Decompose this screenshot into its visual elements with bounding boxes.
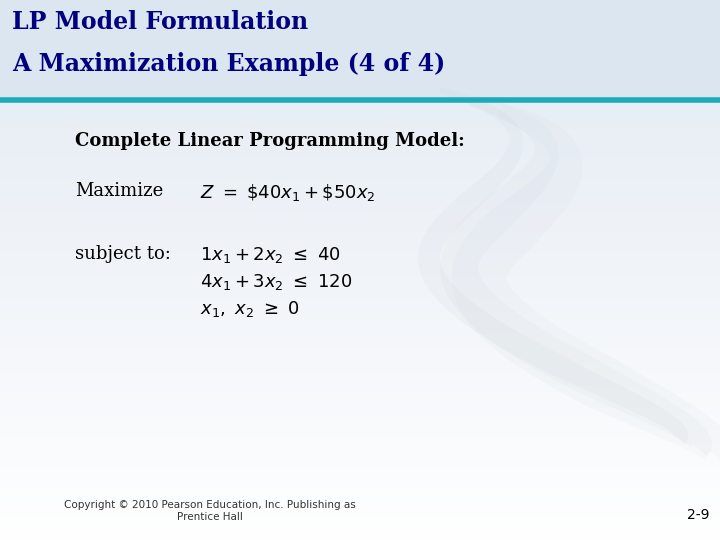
Bar — [0, 363, 720, 372]
Bar — [0, 173, 720, 181]
Text: $Z\ =\ \$40x_1 + \$50x_2$: $Z\ =\ \$40x_1 + \$50x_2$ — [200, 182, 376, 203]
Bar — [0, 99, 720, 107]
Bar — [0, 510, 720, 518]
Bar — [0, 268, 720, 276]
Bar — [0, 202, 720, 210]
Bar — [0, 408, 720, 415]
Bar — [0, 165, 720, 173]
Bar — [0, 496, 720, 503]
Bar — [0, 503, 720, 511]
Bar — [0, 158, 720, 166]
Bar — [0, 298, 720, 305]
Text: $1x_1 + 2x_2\ \leq\ 40$: $1x_1 + 2x_2\ \leq\ 40$ — [200, 245, 341, 265]
Polygon shape — [451, 102, 720, 470]
Bar — [0, 320, 720, 327]
Bar — [0, 341, 720, 349]
Bar — [0, 0, 720, 100]
Bar — [0, 114, 720, 122]
Bar — [0, 239, 720, 247]
Bar — [0, 474, 720, 481]
Bar — [0, 349, 720, 356]
Text: $x_1,\ x_2\ \geq\ 0$: $x_1,\ x_2\ \geq\ 0$ — [200, 299, 300, 319]
Bar — [0, 290, 720, 298]
Bar — [0, 459, 720, 467]
Bar — [0, 210, 720, 217]
Text: Maximize: Maximize — [75, 182, 163, 200]
Text: Complete Linear Programming Model:: Complete Linear Programming Model: — [75, 132, 464, 150]
Bar — [0, 312, 720, 320]
Bar — [0, 466, 720, 474]
Bar — [0, 283, 720, 291]
Bar — [0, 144, 720, 151]
Bar — [0, 261, 720, 269]
Bar — [0, 253, 720, 261]
Bar — [0, 195, 720, 202]
Bar — [0, 429, 720, 437]
Bar — [0, 246, 720, 254]
Bar — [0, 488, 720, 496]
Bar — [0, 305, 720, 313]
Text: LP Model Formulation: LP Model Formulation — [12, 10, 308, 34]
Bar — [0, 187, 720, 195]
Polygon shape — [440, 94, 712, 456]
Bar — [0, 334, 720, 342]
Bar — [0, 422, 720, 430]
Bar — [0, 129, 720, 137]
Bar — [0, 217, 720, 225]
Bar — [0, 232, 720, 239]
Bar — [0, 224, 720, 232]
Bar — [0, 393, 720, 401]
Bar — [0, 327, 720, 335]
Text: 2-9: 2-9 — [688, 508, 710, 522]
Bar — [0, 386, 720, 393]
Bar — [0, 356, 720, 364]
Bar — [0, 371, 720, 379]
Bar — [0, 517, 720, 525]
Bar — [0, 437, 720, 444]
Bar — [0, 451, 720, 460]
Bar — [0, 180, 720, 188]
Bar — [0, 378, 720, 386]
Bar — [0, 444, 720, 452]
Text: $4x_1 + 3x_2\ \leq\ 120$: $4x_1 + 3x_2\ \leq\ 120$ — [200, 272, 352, 292]
Bar — [0, 151, 720, 159]
Bar — [0, 275, 720, 284]
Bar — [0, 525, 720, 532]
Bar — [0, 481, 720, 489]
Bar — [0, 122, 720, 130]
Polygon shape — [418, 87, 688, 444]
Text: Copyright © 2010 Pearson Education, Inc. Publishing as
Prentice Hall: Copyright © 2010 Pearson Education, Inc.… — [64, 501, 356, 522]
Text: subject to:: subject to: — [75, 245, 171, 263]
Bar — [0, 415, 720, 423]
Text: A Maximization Example (4 of 4): A Maximization Example (4 of 4) — [12, 52, 445, 76]
Bar — [0, 136, 720, 144]
Bar — [0, 400, 720, 408]
Bar — [0, 107, 720, 114]
Bar — [0, 532, 720, 540]
